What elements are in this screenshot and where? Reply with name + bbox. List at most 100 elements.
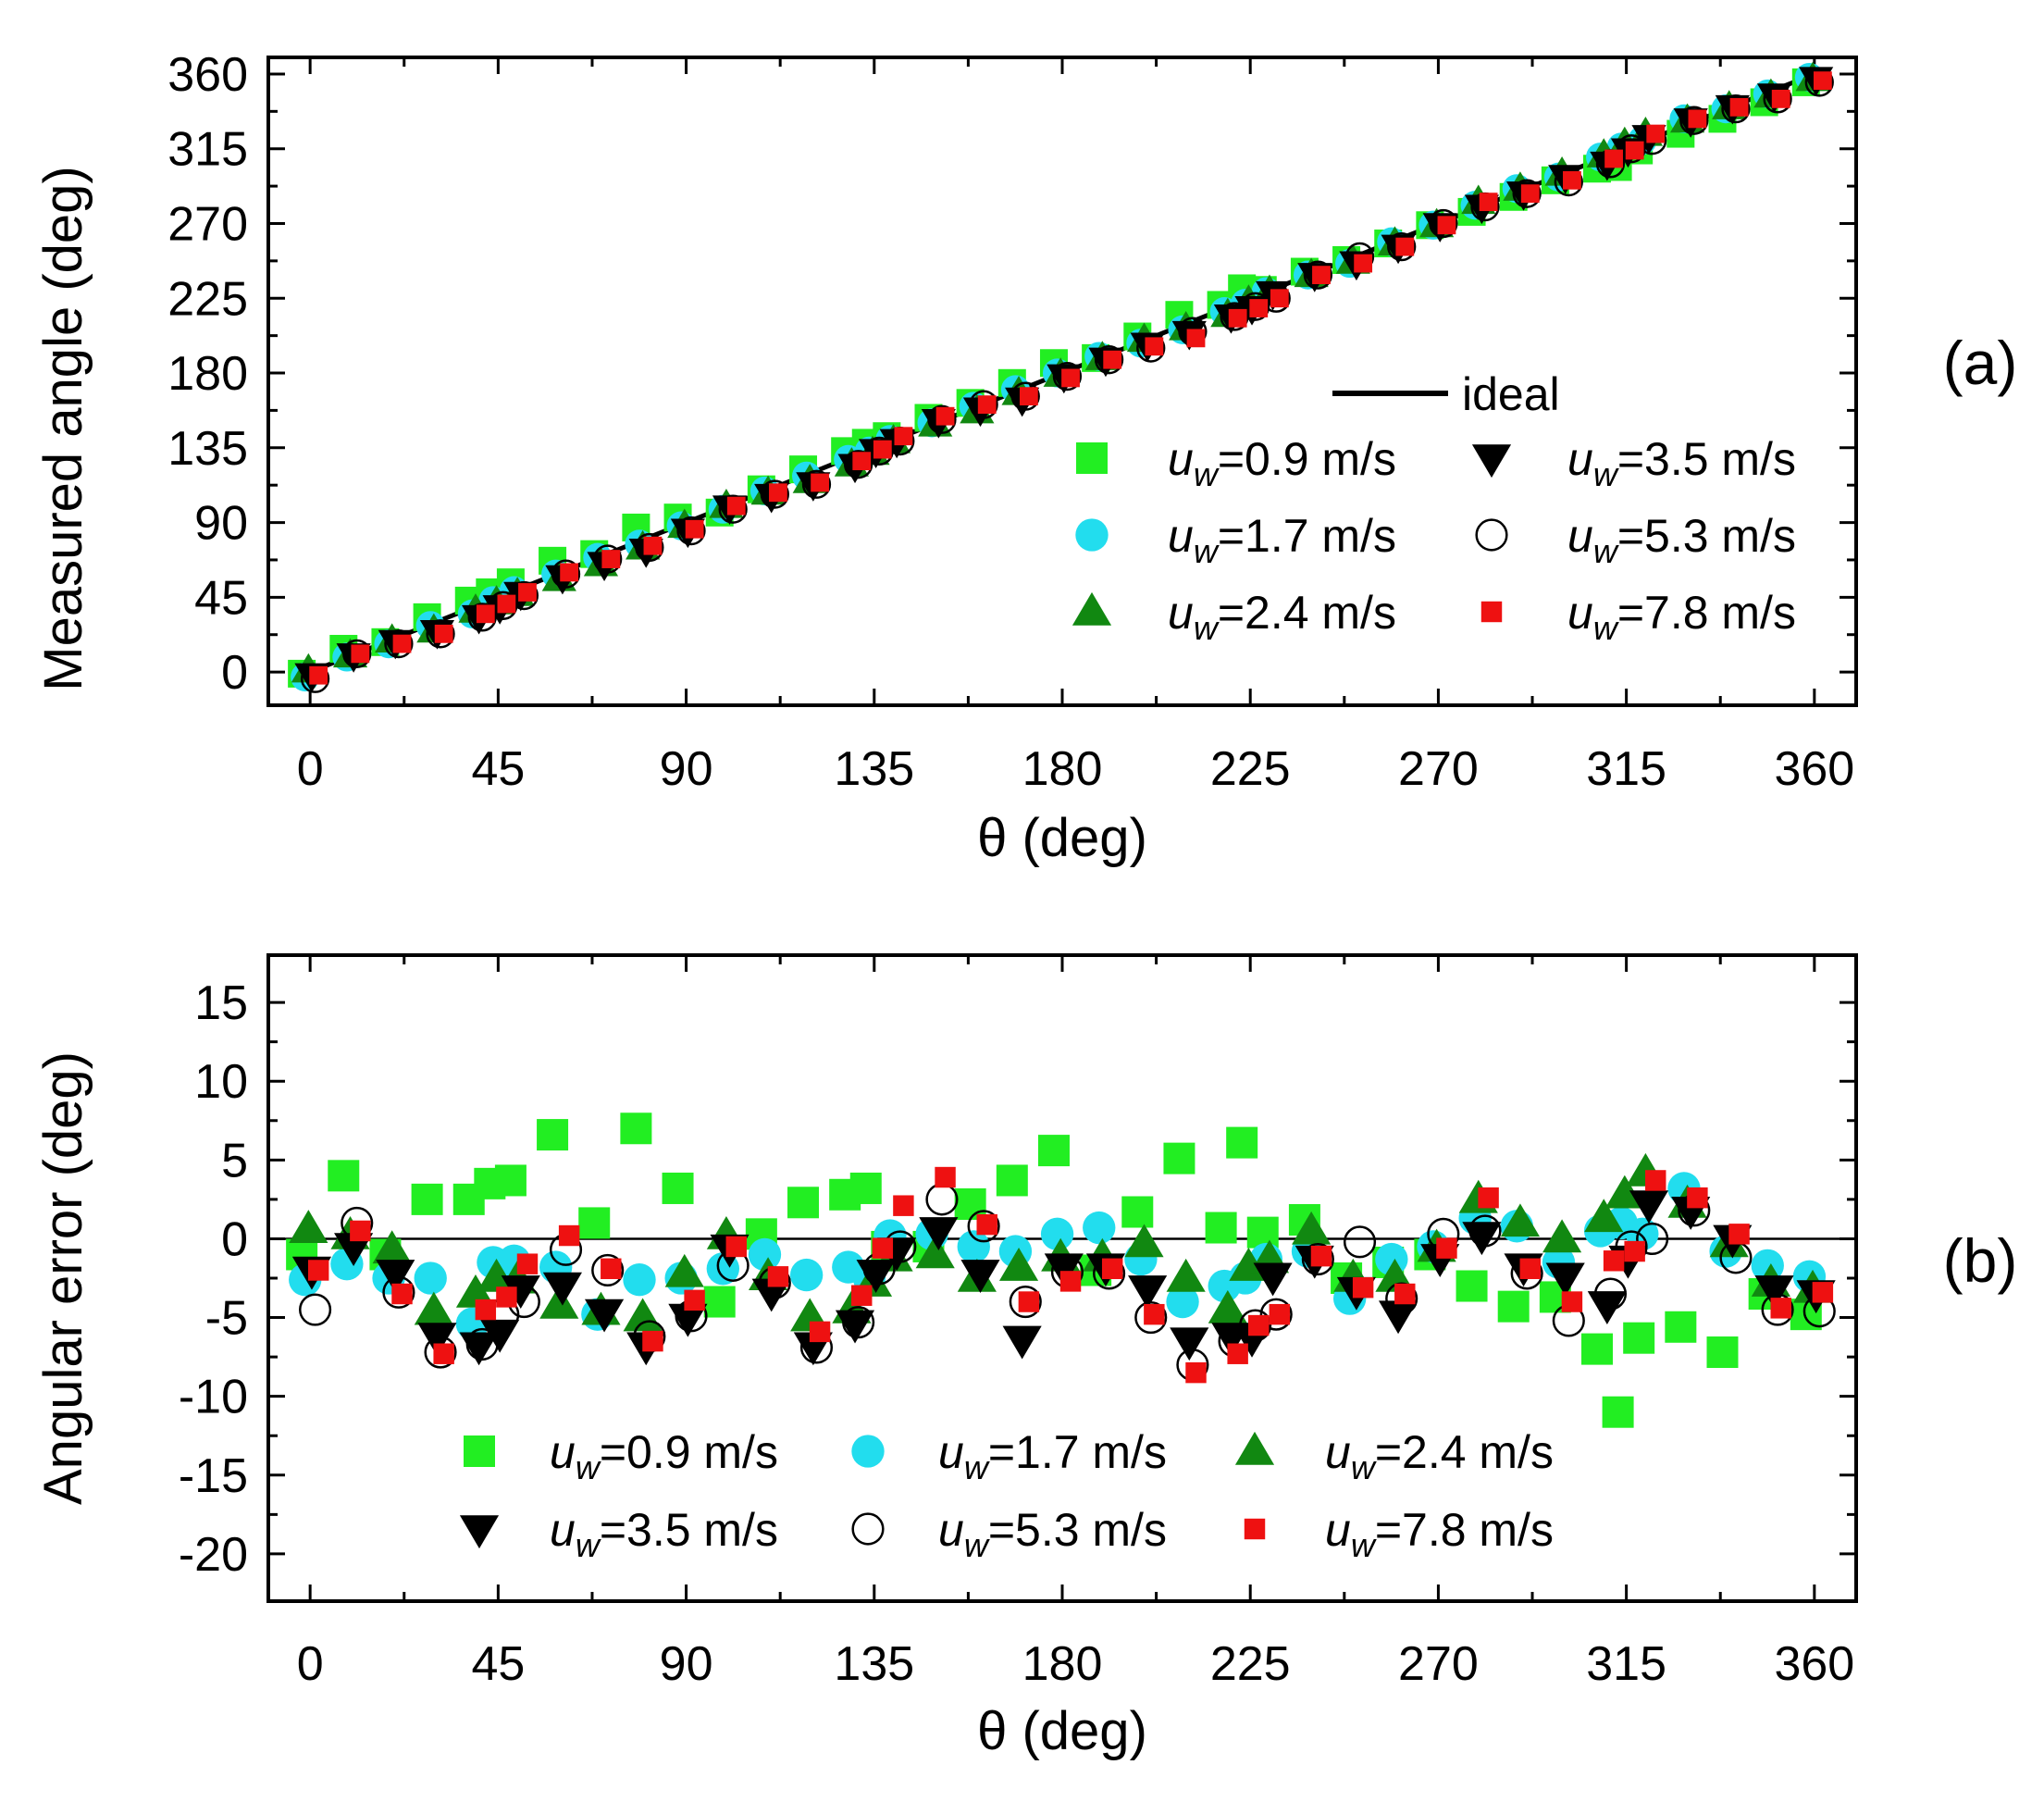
series-5 (307, 1166, 1834, 1384)
y-tick-label: 5 (221, 1134, 248, 1187)
data-point (1249, 299, 1269, 317)
data-point (351, 644, 370, 664)
legend-var: u (1567, 587, 1593, 639)
data-point (1545, 1262, 1585, 1297)
data-point (1512, 179, 1542, 208)
series-5 (309, 71, 1832, 685)
x-tick-label: 270 (1398, 742, 1479, 796)
data-point (593, 544, 623, 574)
data-point (893, 1195, 914, 1216)
data-point (1227, 1343, 1248, 1364)
data-point (376, 1260, 415, 1293)
legend-label: uw=7.8 m/s (1325, 1504, 1554, 1564)
data-point (1771, 89, 1790, 108)
data-point (1208, 1289, 1247, 1324)
data-point (1763, 84, 1792, 114)
y-axis-title: Measured angle (deg) (33, 166, 93, 690)
y-tick-label: -10 (179, 1371, 248, 1424)
data-point (851, 1285, 873, 1306)
x-tick-label: 180 (1022, 1637, 1103, 1691)
x-tick-label: 0 (297, 742, 324, 796)
data-point (996, 1164, 1028, 1197)
data-point (960, 1260, 1000, 1293)
x-tick-label: 225 (1210, 1637, 1291, 1691)
x-tick-label: 90 (660, 742, 713, 796)
data-point (684, 1289, 705, 1311)
data-point (1462, 1222, 1502, 1256)
data-point (1636, 1222, 1669, 1256)
data-point (1253, 1262, 1293, 1297)
data-point (852, 452, 872, 471)
legend-value: =3.5 m/s (600, 1504, 778, 1556)
data-point (1770, 1298, 1791, 1319)
x-tick-label: 135 (834, 1637, 914, 1691)
y-axis: 15 10 5 0 -5 -10 -15 -20 (179, 976, 1856, 1582)
data-point (518, 583, 537, 602)
legend-var: u (938, 1426, 964, 1478)
y-tick-label: -20 (179, 1528, 248, 1582)
data-point (1665, 1311, 1697, 1343)
legend-sub: w (1593, 455, 1619, 493)
data-point (1478, 1187, 1499, 1209)
data-point (977, 395, 997, 415)
legend-var: u (1567, 510, 1593, 562)
data-point (465, 1327, 499, 1361)
data-point (1679, 106, 1709, 135)
data-point (662, 1172, 694, 1204)
legend-marker (1234, 1431, 1275, 1465)
data-point (601, 550, 621, 568)
data-point (1246, 1216, 1279, 1249)
data-point (801, 469, 832, 499)
data-point (1163, 1142, 1195, 1174)
data-point (1761, 1293, 1794, 1326)
data-area (288, 61, 1834, 693)
y-tick-label: 10 (194, 1055, 248, 1109)
data-point (1625, 141, 1644, 160)
legend-label: uw=5.3 m/s (938, 1504, 1167, 1564)
data-point (459, 1332, 499, 1366)
data-point (685, 519, 704, 539)
data-point (475, 1299, 497, 1321)
legend-value: =2.4 m/s (1218, 587, 1396, 639)
data-point (664, 1253, 704, 1287)
data-point (1352, 1276, 1374, 1299)
data-point (1261, 283, 1291, 313)
data-point (1094, 345, 1124, 375)
y-tick-label: 135 (167, 422, 248, 476)
data-point (1629, 1190, 1669, 1224)
data-point (1052, 361, 1083, 391)
data-point (873, 440, 892, 459)
data-point (497, 594, 516, 614)
legend-label: uw=1.7 m/s (1168, 510, 1396, 570)
data-point (1018, 1291, 1040, 1312)
data-point (809, 1321, 831, 1343)
legend-var: u (1168, 510, 1194, 562)
data-point (1436, 1237, 1457, 1259)
data-point (769, 483, 787, 503)
legend-sub: w (1194, 609, 1220, 647)
data-point (516, 1253, 539, 1274)
data-point (1312, 266, 1331, 285)
data-point (925, 1183, 959, 1216)
legend-marker (1072, 591, 1112, 626)
data-point (289, 1210, 328, 1243)
data-point (894, 427, 913, 446)
data-point (1269, 1303, 1291, 1325)
data-point (1706, 1336, 1739, 1369)
data-point (584, 1299, 625, 1333)
data-point (718, 494, 748, 524)
data-point (1456, 1270, 1488, 1302)
data-point (668, 1303, 708, 1337)
data-point (1205, 1212, 1237, 1244)
data-point (1602, 1396, 1634, 1428)
panel-tag: (b) (1943, 1226, 2018, 1295)
data-point (1593, 1277, 1628, 1311)
data-point (1623, 1322, 1655, 1354)
data-point (1354, 254, 1373, 273)
data-point (1479, 193, 1498, 212)
legend-sub: w (576, 1526, 601, 1564)
data-point (1166, 1285, 1199, 1319)
data-point (748, 1237, 782, 1272)
y-tick-label: 45 (194, 571, 248, 625)
